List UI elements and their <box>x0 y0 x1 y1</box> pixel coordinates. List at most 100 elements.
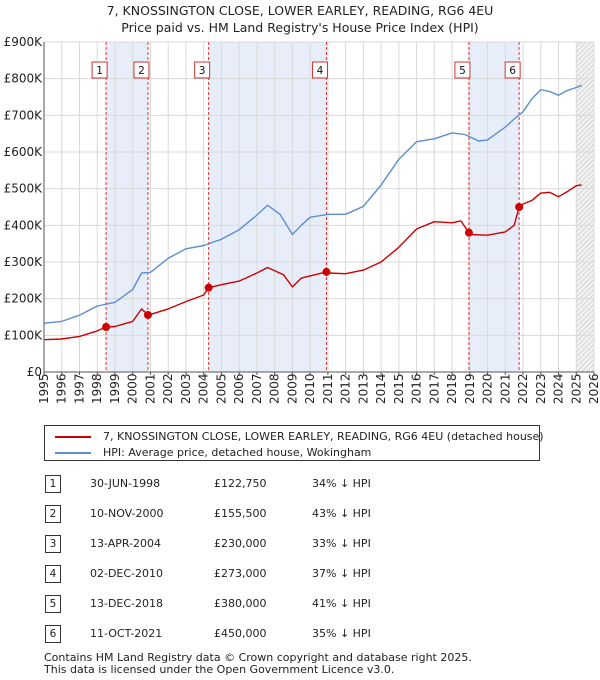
legend-label-hpi: HPI: Average price, detached house, Woki… <box>103 446 372 459</box>
forecast-hatch <box>576 314 595 333</box>
forecast-hatch <box>576 41 582 48</box>
forecast-hatch <box>576 344 595 363</box>
forecast-hatch <box>576 134 595 153</box>
forecast-hatch <box>576 334 595 353</box>
forecast-hatch <box>581 359 595 373</box>
x-tick-label: 2007 <box>250 373 264 404</box>
forecast-hatch <box>576 154 595 173</box>
forecast-hatch <box>586 364 595 373</box>
forecast-hatch <box>576 41 592 58</box>
forecast-hatch <box>576 179 595 198</box>
forecast-region <box>576 42 594 372</box>
sale-point <box>464 228 473 237</box>
chart-title: 7, KNOSSINGTON CLOSE, LOWER EARLEY, READ… <box>106 3 494 18</box>
price-chart: 1 2 3 4 5 6 £0 £100K £200K £300K £400K £500K £600K £… <box>4 35 600 404</box>
sale-label: 5 <box>459 65 466 77</box>
y-tick-label: £700K <box>4 108 44 122</box>
sale-price: £450,000 <box>214 627 267 640</box>
legend-swatch-property <box>55 435 91 438</box>
chart-legend: 7, KNOSSINGTON CLOSE, LOWER EARLEY, READ… <box>44 425 544 461</box>
legend-item-property: 7, KNOSSINGTON CLOSE, LOWER EARLEY, READ… <box>55 430 544 443</box>
sale-hpi-diff: 37% ↓ HPI <box>312 567 371 580</box>
x-tick-label: 1995 <box>37 373 51 404</box>
sale-price: £230,000 <box>214 537 267 550</box>
forecast-hatch <box>576 319 595 338</box>
forecast-hatch <box>576 144 595 163</box>
sale-hpi-diff: 35% ↓ HPI <box>312 627 371 640</box>
forecast-hatch <box>576 114 595 133</box>
forecast-hatch <box>576 289 595 308</box>
sale-point <box>204 283 213 292</box>
sale-point <box>143 310 152 319</box>
sale-number-badge: 2 <box>45 505 61 523</box>
forecast-hatch <box>576 264 595 283</box>
sale-price: £273,000 <box>214 567 267 580</box>
x-tick-label: 1999 <box>108 373 122 404</box>
sale-label-box <box>504 61 521 79</box>
sale-number-badge: 4 <box>45 565 61 583</box>
chart-subtitle: Price paid vs. HM Land Registry's House … <box>121 20 479 35</box>
x-tick-label: 1997 <box>72 373 86 404</box>
y-tick-label: £100K <box>4 328 44 342</box>
forecast-hatch <box>576 294 595 313</box>
x-tick-label: 2005 <box>214 373 228 404</box>
forecast-hatch <box>576 169 595 188</box>
forecast-hatch <box>576 44 595 63</box>
sale-point <box>102 322 111 331</box>
forecast-hatch <box>576 199 595 218</box>
sale-date: 13-DEC-2018 <box>90 597 164 610</box>
forecast-hatch <box>576 214 595 233</box>
x-tick-label: 2022 <box>516 373 530 404</box>
forecast-hatch <box>576 99 595 118</box>
x-tick-label: 1998 <box>90 373 104 404</box>
sale-price: £155,500 <box>214 507 267 520</box>
sale-date: 11-OCT-2021 <box>90 627 163 640</box>
table-row: 3 13-APR-2004 £230,000 33% ↓ HPI <box>44 534 584 554</box>
forecast-hatch <box>576 49 595 68</box>
x-tick-label: 2025 <box>569 373 583 404</box>
legend-label-property: 7, KNOSSINGTON CLOSE, LOWER EARLEY, READ… <box>103 430 544 443</box>
forecast-hatch <box>576 139 595 158</box>
sale-point <box>515 203 524 211</box>
chart-title-block: 7, KNOSSINGTON CLOSE, LOWER EARLEY, READ… <box>0 2 600 36</box>
sale-date: 02-DEC-2010 <box>90 567 164 580</box>
x-tick-label: 2018 <box>445 373 459 404</box>
x-tick-label: 2003 <box>179 373 193 404</box>
x-tick-label: 2002 <box>161 373 175 404</box>
sale-label-box <box>454 61 471 79</box>
forecast-hatch <box>576 304 595 323</box>
forecast-hatch <box>576 109 595 128</box>
forecast-hatch <box>576 249 595 268</box>
sale-price: £122,750 <box>214 477 267 490</box>
forecast-hatch <box>576 219 595 238</box>
table-row: 1 30-JUN-1998 £122,750 34% ↓ HPI <box>44 474 584 494</box>
forecast-hatch <box>576 309 595 328</box>
forecast-hatch <box>576 244 595 263</box>
forecast-hatch <box>576 189 595 208</box>
forecast-hatch <box>576 59 595 78</box>
forecast-hatch <box>576 299 595 318</box>
forecast-hatch <box>576 279 595 298</box>
x-tick-label: 2021 <box>498 373 512 404</box>
x-tick-label: 2009 <box>285 373 299 404</box>
forecast-hatch <box>576 194 595 213</box>
sale-hpi-diff: 33% ↓ HPI <box>312 537 371 550</box>
sale-label-box <box>133 61 150 79</box>
sale-label: 4 <box>317 65 324 77</box>
sale-number-badge: 5 <box>45 595 61 613</box>
forecast-hatch <box>576 184 595 203</box>
legend-swatch-hpi <box>55 451 91 454</box>
x-tick-label: 2006 <box>232 373 246 404</box>
footer-licence: This data is licensed under the Open Gov… <box>44 663 395 676</box>
forecast-hatch <box>576 329 595 348</box>
forecast-hatch <box>576 54 595 73</box>
forecast-hatch <box>576 94 595 113</box>
sale-number-badge: 3 <box>45 535 61 553</box>
table-row: 2 10-NOV-2000 £155,500 43% ↓ HPI <box>44 504 584 524</box>
y-tick-label: £0 <box>27 365 42 379</box>
forecast-hatch <box>576 269 595 288</box>
x-tick-label: 2017 <box>427 373 441 404</box>
sale-date: 13-APR-2004 <box>90 537 162 550</box>
shaded-period <box>106 42 148 372</box>
x-tick-label: 2015 <box>392 373 406 404</box>
